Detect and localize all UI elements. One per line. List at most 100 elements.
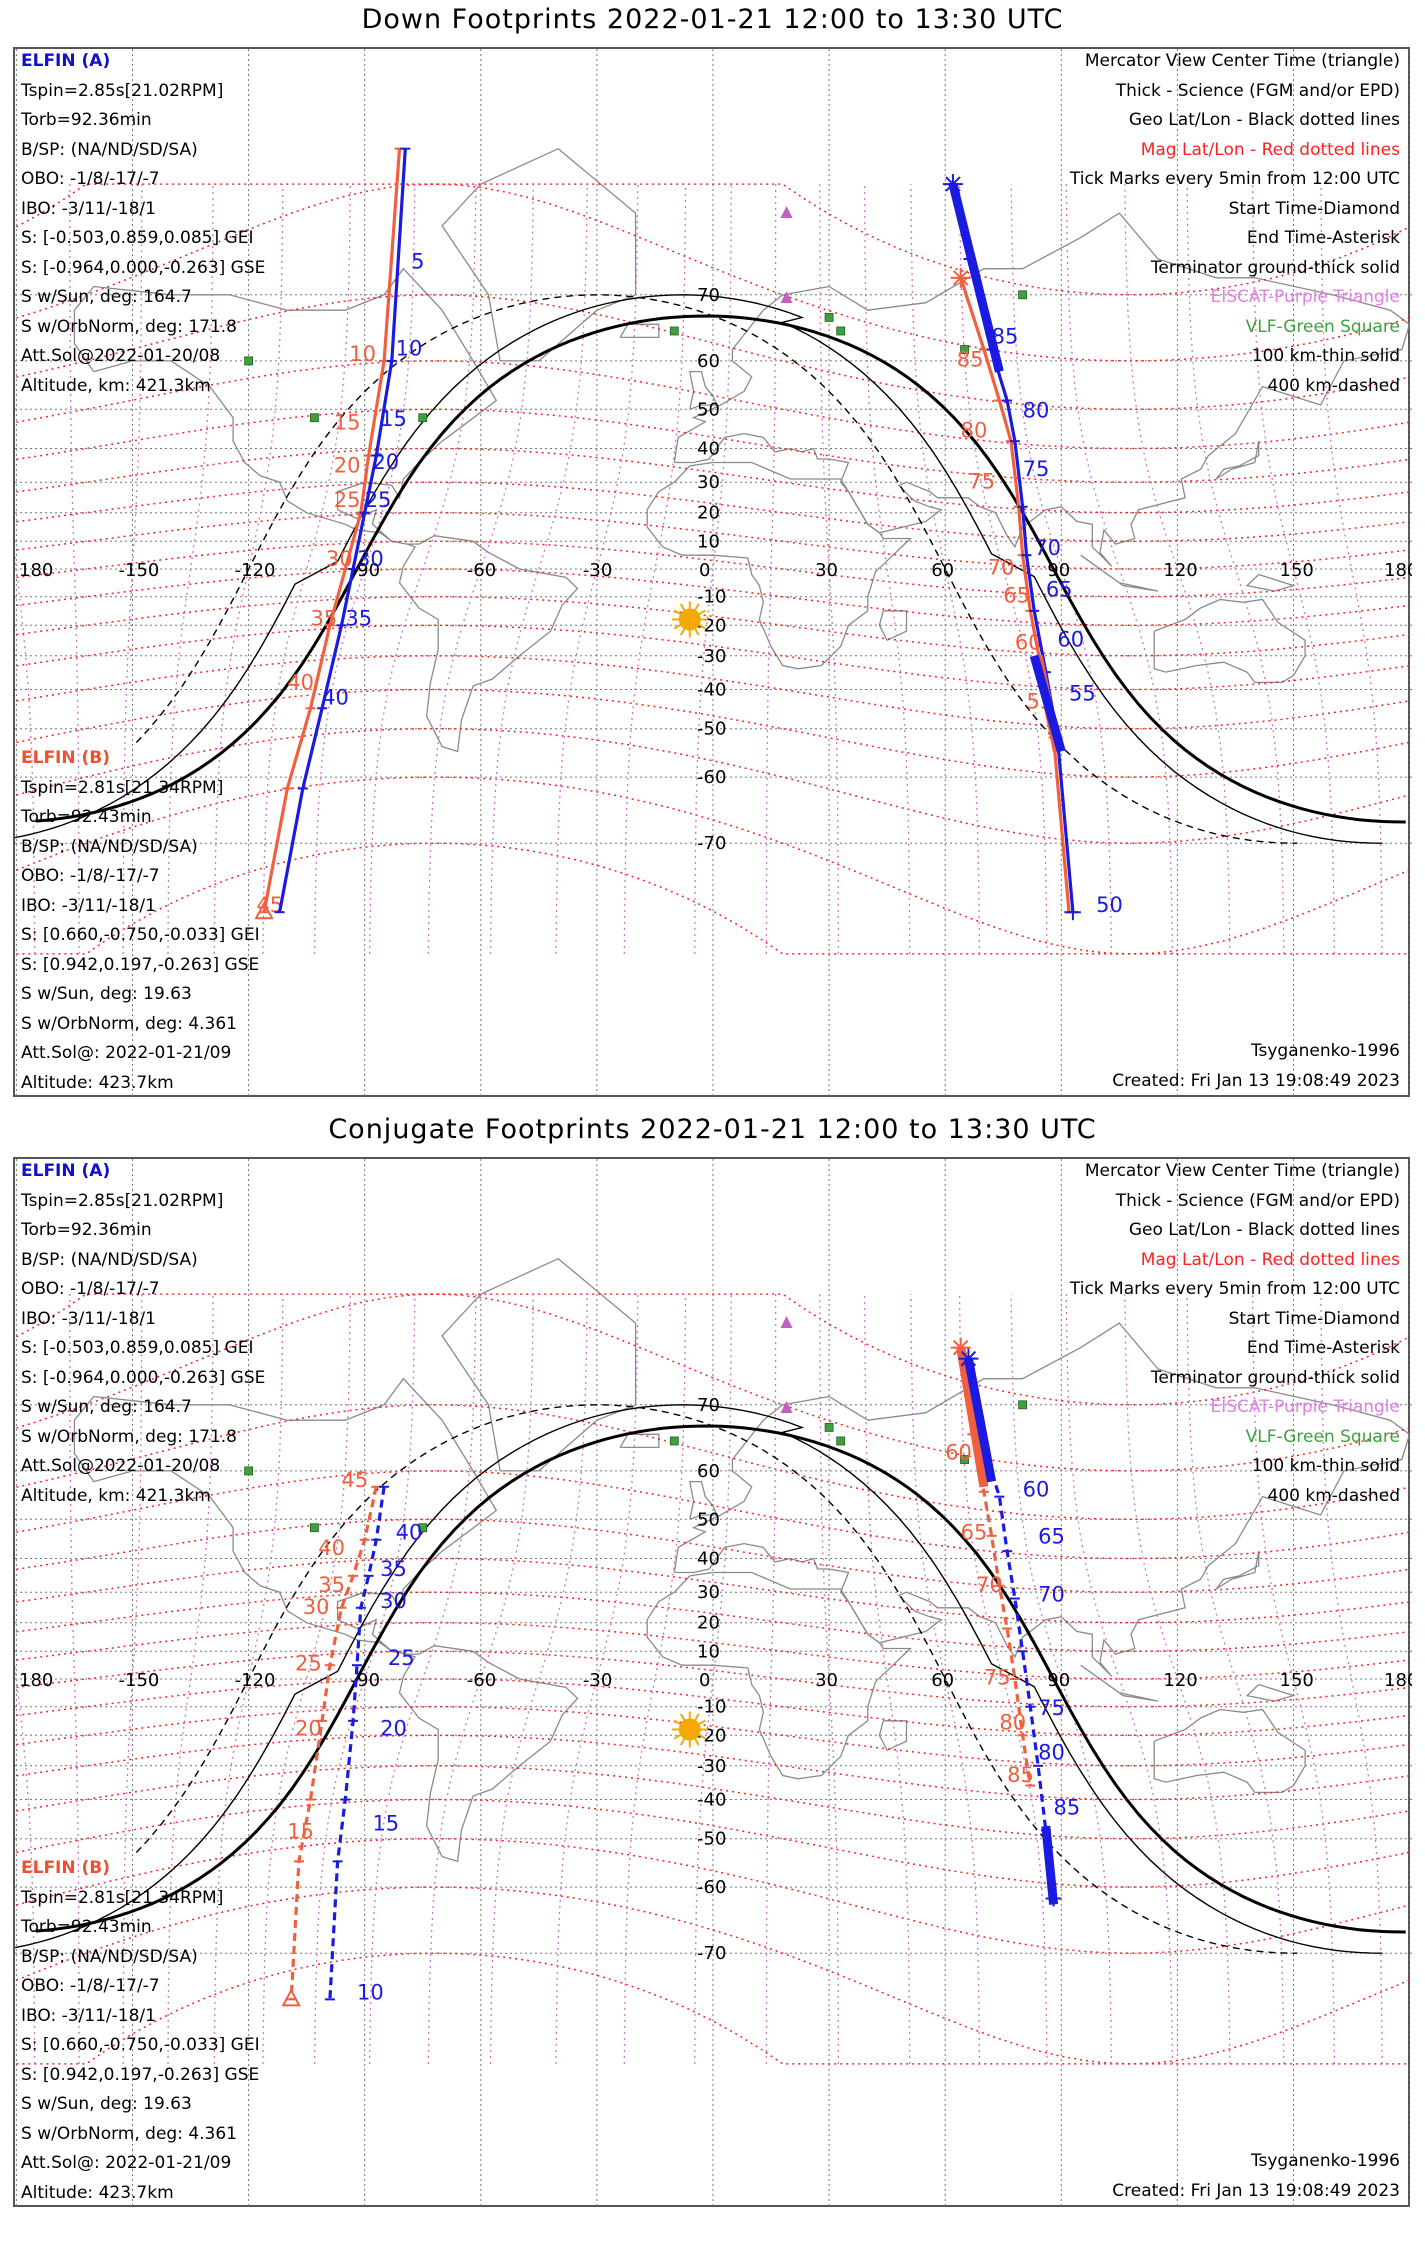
- tick-time-label: 25: [365, 488, 392, 512]
- tick-time-label: 80: [961, 418, 988, 442]
- latitude-tick-label: -60: [697, 767, 726, 788]
- elfin-a-line: B/SP: (NA/ND/SD/SA): [21, 139, 198, 160]
- tick-time-label: 15: [334, 411, 361, 435]
- coastline: [619, 1433, 660, 1449]
- legend-item: EISCAT-Purple Triangle: [1210, 287, 1400, 307]
- latitude-tick-label: -30: [697, 1756, 726, 1777]
- legend-item: Terminator ground-thick solid: [1150, 257, 1400, 278]
- mag-meridian-line: [489, 184, 588, 954]
- longitude-tick-label: 30: [815, 1670, 838, 1691]
- mag-latitude-line: [16, 624, 1410, 691]
- coastline: [1080, 1664, 1159, 1702]
- mag-meridian-line: [1320, 184, 1383, 954]
- longitude-tick-label: 180: [1384, 560, 1412, 581]
- mag-latitude-line: [16, 1518, 1410, 1593]
- elfin-b-line: Torb=92.43min: [21, 807, 152, 827]
- tick-time-label: 60: [1023, 1478, 1050, 1502]
- mag-meridian-line: [15, 1661, 36, 2064]
- mag-latitude-line: [16, 183, 1410, 362]
- mag-meridian-line: [1186, 184, 1285, 954]
- mag-meridian-line: [819, 184, 840, 954]
- tick-time-label: 65: [1046, 578, 1073, 602]
- elfin-a-line: IBO: -3/11/-18/1: [21, 1308, 156, 1329]
- mag-meridian-line: [15, 551, 36, 954]
- elfin-b-line: Altitude: 423.7km: [21, 2182, 174, 2203]
- elfin-a-line: Torb=92.36min: [21, 110, 152, 130]
- mag-meridian-line: [1251, 1294, 1336, 2064]
- mag-meridian-line: [555, 184, 639, 954]
- longitude-tick-label: -60: [467, 560, 496, 581]
- mercator-map: 180-150-120-90-60-3003060901201501807060…: [15, 1159, 1412, 2209]
- mag-meridian-line: [313, 184, 416, 954]
- elfin-a-name: ELFIN (A): [21, 51, 111, 71]
- tick-time-label: 40: [318, 1536, 345, 1560]
- legend-item: End Time-Asterisk: [1246, 1338, 1400, 1358]
- legend: Mercator View Center Time (triangle) Thi…: [1070, 1157, 1400, 1511]
- legend-item: Mag Lat/Lon - Red dotted lines: [1140, 1249, 1400, 1270]
- elfin-b-line: OBO: -1/8/-17/-7: [21, 866, 160, 886]
- mag-meridian-line: [1320, 1294, 1383, 2064]
- mag-meridian-line: [213, 1294, 284, 2064]
- latitude-tick-label: 30: [697, 472, 720, 493]
- mag-meridian-line: [1010, 1294, 1113, 2064]
- mag-meridian-line: [69, 184, 80, 954]
- legend-item: 100 km-thin solid: [1251, 346, 1400, 366]
- mag-meridian-line: [1065, 184, 1174, 954]
- eiscat-triangle-icon: [780, 290, 793, 303]
- elfin-a-science-segment: [963, 1357, 997, 1483]
- model-label: Tsyganenko-1996: [1250, 2151, 1400, 2171]
- legend-item: VLF-Green Square: [1245, 316, 1400, 337]
- longitude-tick-label: 180: [1384, 1670, 1412, 1691]
- tick-time-label: 80: [999, 1710, 1026, 1734]
- conjugate-footprints-panel: Conjugate Footprints 2022-01-21 12:00 to…: [0, 1110, 1425, 2220]
- latitude-tick-label: 30: [697, 1582, 720, 1603]
- end-asterisk-icon: [952, 1339, 969, 1356]
- latitude-tick-label: -70: [697, 1943, 726, 1964]
- longitude-tick-label: -150: [119, 1670, 160, 1691]
- elfin-b-line: S: [0.660,-0.750,-0.033] GEI: [21, 2035, 260, 2055]
- mag-meridian-line: [1010, 184, 1113, 954]
- legend-item: Terminator ground-thick solid: [1150, 1367, 1400, 1388]
- legend-item: Thick - Science (FGM and/or EPD): [1115, 1190, 1400, 1211]
- legend-item: 100 km-thin solid: [1251, 1456, 1400, 1476]
- tick-time-label: 20: [372, 450, 399, 474]
- longitude-tick-label: 180: [19, 560, 53, 581]
- elfin-b-line: Att.Sol@: 2022-01-21/09: [21, 2153, 232, 2173]
- vlf-square-icon: [1018, 1400, 1027, 1410]
- mag-latitude-line: [16, 183, 1410, 296]
- mag-meridian-line: [69, 1294, 80, 2064]
- vlf-square-icon: [418, 1523, 428, 1533]
- latitude-tick-label: -50: [697, 1829, 726, 1850]
- elfin-a-line: S w/OrbNorm, deg: 171.8: [21, 1426, 238, 1447]
- coastline: [646, 1571, 913, 1780]
- terminator-400km: [135, 1404, 1298, 1954]
- tick-time-label: 5: [411, 250, 424, 274]
- elfin-b-line: IBO: -3/11/-18/1: [21, 895, 156, 916]
- mag-meridian-line: [1251, 184, 1336, 954]
- legend-item: Geo Lat/Lon - Black dotted lines: [1128, 1220, 1400, 1240]
- model-label: Tsyganenko-1996: [1250, 1041, 1400, 1061]
- longitude-tick-label: -60: [467, 1670, 496, 1691]
- tick-time-label: 25: [388, 1646, 415, 1670]
- tick-time-label: 80: [1023, 399, 1050, 423]
- coastline: [1245, 1683, 1296, 1702]
- elfin-a-line: Torb=92.36min: [21, 1220, 152, 1240]
- eiscat-triangle-icon: [780, 1316, 793, 1329]
- mag-meridian-line: [765, 184, 777, 954]
- mag-meridian-line: [262, 1294, 352, 2064]
- vlf-square-icon: [960, 1455, 969, 1464]
- mag-meridian-line: [623, 1294, 687, 2064]
- coastline: [673, 1322, 1411, 1677]
- latitude-tick-label: 60: [697, 351, 720, 372]
- tick-time-label: 15: [287, 1820, 314, 1844]
- mag-meridian-line: [863, 1294, 911, 2064]
- latitude-tick-label: -10: [697, 1697, 726, 1718]
- mag-latitude-line: [16, 688, 1410, 778]
- coastline: [619, 323, 660, 339]
- elfin-a-science-segment: [1041, 1825, 1059, 1905]
- legend-item: 400 km-dashed: [1267, 375, 1400, 396]
- elfin-a-info: ELFIN (A) Tspin=2.85s[21.02RPM] Torb=92.…: [21, 1157, 265, 1511]
- vlf-square-icon: [244, 356, 254, 366]
- elfin-b-line: S w/OrbNorm, deg: 4.361: [21, 2123, 238, 2144]
- panel-title: Conjugate Footprints 2022-01-21 12:00 to…: [328, 1114, 1097, 1145]
